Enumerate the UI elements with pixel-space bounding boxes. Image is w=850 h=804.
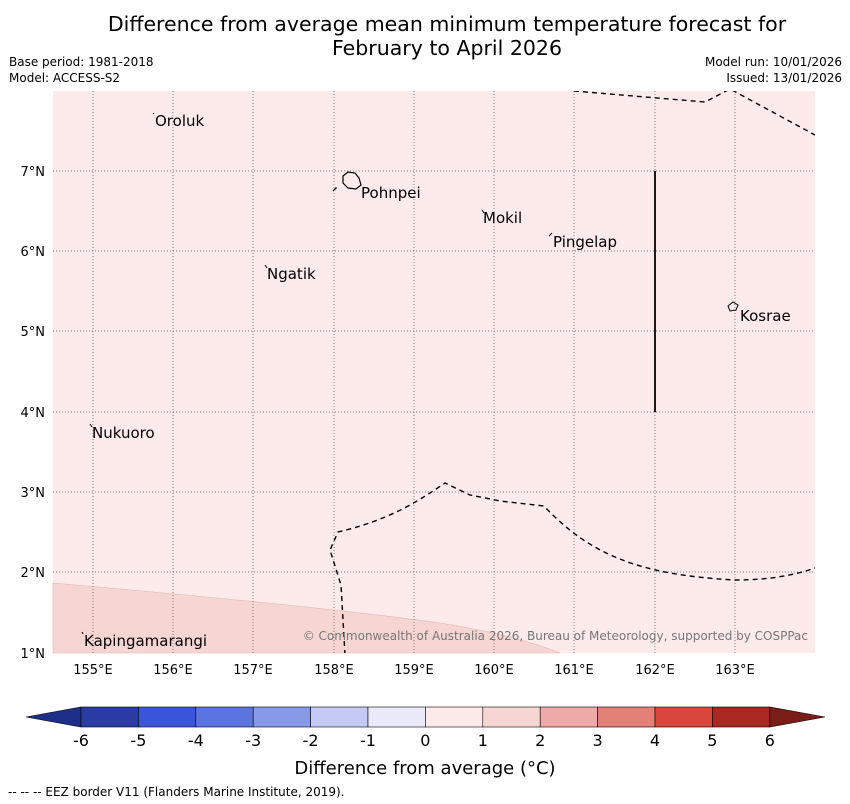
base-period: Base period: 1981-2018 xyxy=(9,55,154,69)
chart-title: Difference from average mean minimum tem… xyxy=(0,12,850,60)
map-background xyxy=(53,91,815,653)
label-pingelap: Pingelap xyxy=(553,233,617,251)
model-run: Model run: 10/01/2026 xyxy=(704,55,842,69)
kosrae-island-icon xyxy=(727,301,739,312)
colorbar-tick-label: 2 xyxy=(535,731,545,750)
ngatik-marker-icon xyxy=(264,264,268,269)
colorbar: -6 -5 -4 -3 -2 -1 0 1 2 3 4 5 6 xyxy=(25,706,826,750)
model-name: Model: ACCESS-S2 xyxy=(9,71,121,85)
colorbar-segment xyxy=(712,706,771,728)
issued-date: Issued: 13/01/2026 xyxy=(726,71,842,85)
lon-label-163e: 163°E xyxy=(715,663,755,678)
lon-label-157e: 157°E xyxy=(233,663,273,678)
lon-axis: 155°E 156°E 157°E 158°E 159°E 160°E 161°… xyxy=(73,663,755,678)
lon-label-156e: 156°E xyxy=(153,663,193,678)
mokil-marker-icon xyxy=(481,209,485,214)
lat-label-6n: 6°N xyxy=(21,245,46,260)
colorbar-tick-label: -5 xyxy=(130,731,146,750)
title-line-2: February to April 2026 xyxy=(332,36,562,60)
colorbar-segment xyxy=(539,706,598,728)
lat-label-3n: 3°N xyxy=(21,486,46,501)
colorbar-title: Difference from average (°C) xyxy=(294,758,555,779)
colorbar-tick-label: 0 xyxy=(420,731,430,750)
label-mokil: Mokil xyxy=(483,209,522,227)
meta-right: Model run: 10/01/2026 Issued: 13/01/2026 xyxy=(705,54,842,86)
lon-label-162e: 162°E xyxy=(635,663,675,678)
label-kosrae: Kosrae xyxy=(740,307,791,325)
colorbar-segment xyxy=(310,706,369,728)
nukuoro-marker-icon xyxy=(89,423,93,428)
title-line-1: Difference from average mean minimum tem… xyxy=(107,12,787,36)
colorbar-tick-label: 6 xyxy=(765,731,775,750)
kapingamarangi-marker-icon xyxy=(81,631,84,635)
label-kapingamarangi: Kapingamarangi xyxy=(84,632,207,650)
eez-border-south xyxy=(329,482,815,653)
colorbar-segment xyxy=(80,706,139,728)
colorbar-segment xyxy=(482,706,541,728)
colorbar-segment xyxy=(195,706,254,728)
label-nukuoro: Nukuoro xyxy=(92,424,155,442)
colorbar-segment xyxy=(138,706,197,728)
colorbar-tick-label: -6 xyxy=(73,731,89,750)
colorbar-extend-low xyxy=(25,706,82,728)
graticule xyxy=(53,91,815,653)
colorbar-segment xyxy=(367,706,426,728)
colorbar-tick-label: -4 xyxy=(188,731,204,750)
lon-label-161e: 161°E xyxy=(554,663,594,678)
colorbar-segment xyxy=(252,706,311,728)
label-pohnpei: Pohnpei xyxy=(361,184,421,202)
colorbar-tick-label: 4 xyxy=(650,731,660,750)
colorbar-tick-label: -2 xyxy=(303,731,319,750)
atoll-markers xyxy=(81,112,553,635)
lon-label-155e: 155°E xyxy=(73,663,113,678)
lon-label-159e: 159°E xyxy=(394,663,434,678)
colorbar-tick-label: 5 xyxy=(707,731,717,750)
oroluk-marker-icon xyxy=(152,112,155,115)
lon-label-160e: 160°E xyxy=(474,663,514,678)
eez-border-north xyxy=(573,91,815,136)
label-ngatik: Ngatik xyxy=(267,265,316,283)
anomaly-band-1-2 xyxy=(52,582,561,654)
copyright-notice: © Commonwealth of Australia 2026, Bureau… xyxy=(303,629,808,643)
eez-border-fragment xyxy=(332,186,338,192)
lat-label-2n: 2°N xyxy=(21,566,46,581)
colorbar-extend-high xyxy=(769,706,826,728)
colorbar-segment xyxy=(597,706,656,728)
lat-label-7n: 7°N xyxy=(21,165,46,180)
colorbar-segment xyxy=(654,706,713,728)
colorbar-segment xyxy=(425,706,484,728)
meta-left: Base period: 1981-2018 Model: ACCESS-S2 xyxy=(9,54,154,86)
lat-label-1n: 1°N xyxy=(21,647,46,662)
colorbar-tick-label: -1 xyxy=(360,731,376,750)
eez-borders xyxy=(329,91,815,653)
lat-axis: 7°N 6°N 5°N 4°N 3°N 2°N 1°N xyxy=(21,165,46,662)
lat-label-5n: 5°N xyxy=(21,325,46,340)
pingelap-marker-icon xyxy=(548,232,553,237)
colorbar-tick-label: -3 xyxy=(245,731,261,750)
lon-label-158e: 158°E xyxy=(314,663,354,678)
eez-legend-note: -- -- -- EEZ border V11 (Flanders Marine… xyxy=(8,785,345,799)
colorbar-tick-label: 3 xyxy=(593,731,603,750)
lat-label-4n: 4°N xyxy=(21,406,46,421)
colorbar-tick-label: 1 xyxy=(478,731,488,750)
label-oroluk: Oroluk xyxy=(155,112,204,130)
pohnpei-island-icon xyxy=(342,171,362,190)
